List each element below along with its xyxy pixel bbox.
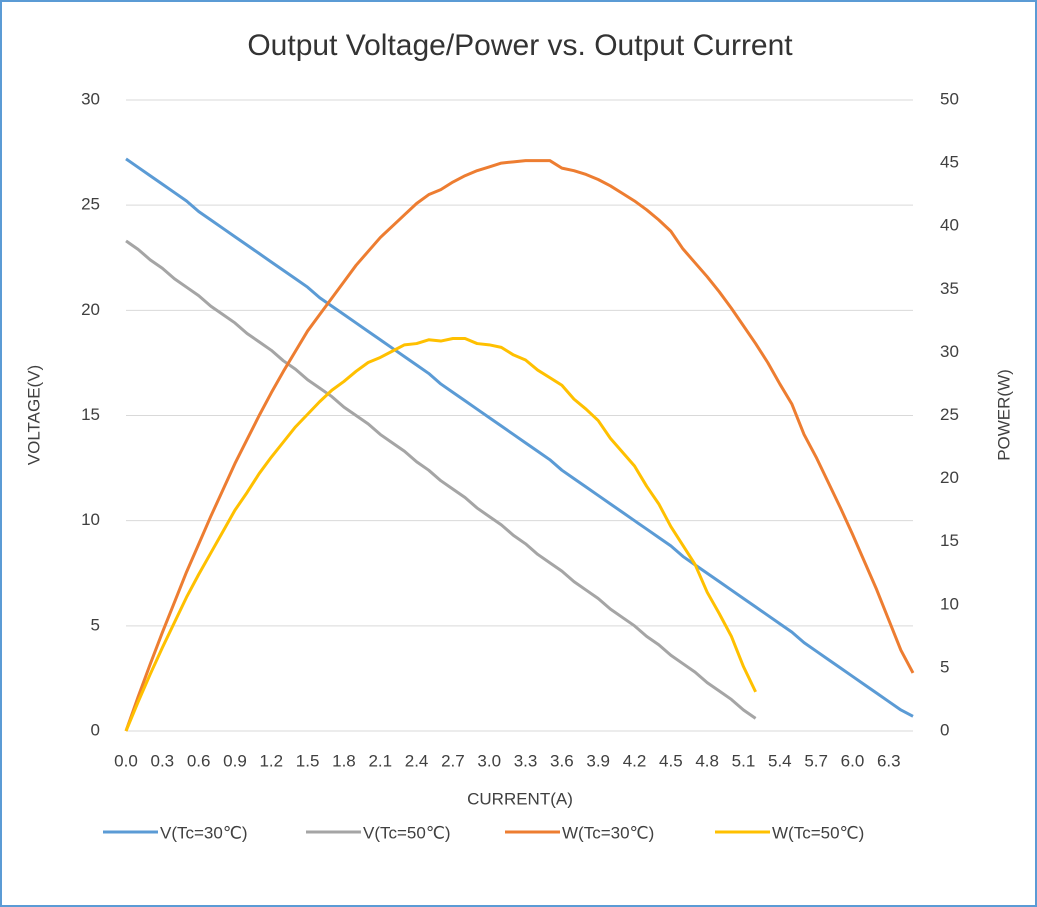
x-axis-title: CURRENT(A): [467, 789, 573, 808]
x-tick-label: 3.3: [514, 751, 538, 770]
x-tick-label: 0.3: [151, 751, 175, 770]
x-tick-label: 2.7: [441, 751, 465, 770]
y-tick-label: 5: [91, 615, 100, 634]
y2-tick-label: 5: [940, 657, 949, 676]
x-tick-label: 3.9: [586, 751, 610, 770]
x-tick-label: 1.2: [259, 751, 283, 770]
x-tick-label: 0.6: [187, 751, 211, 770]
y2-tick-label: 10: [940, 594, 959, 613]
x-tick-label: 4.2: [623, 751, 647, 770]
series-line: [125, 239, 757, 720]
x-tick-label: 6.0: [841, 751, 865, 770]
y2-tick-label: 15: [940, 531, 959, 550]
y-tick-label: 15: [81, 405, 100, 424]
y2-tick-label: 30: [940, 342, 959, 361]
x-tick-label: 2.1: [368, 751, 392, 770]
legend-label: V(Tc=30℃): [160, 823, 248, 842]
y-axis-title: VOLTAGE(V): [24, 365, 43, 465]
legend-label: V(Tc=50℃): [363, 823, 451, 842]
x-tick-label: 4.5: [659, 751, 683, 770]
series-line: [124, 337, 757, 732]
x-tick-label: 3.0: [477, 751, 501, 770]
y-tick-label: 25: [81, 195, 100, 214]
y2-tick-label: 40: [940, 216, 959, 235]
y2-tick-label: 35: [940, 279, 959, 298]
y2-tick-label: 0: [940, 720, 949, 739]
x-tick-label: 5.7: [804, 751, 828, 770]
y-tick-label: 30: [81, 89, 100, 108]
series-line: [125, 157, 914, 718]
y-tick-label: 20: [81, 300, 100, 319]
y2-tick-label: 25: [940, 405, 959, 424]
y2-axis-title: POWER(W): [994, 369, 1013, 461]
x-tick-label: 5.4: [768, 751, 792, 770]
y2-tick-label: 50: [940, 89, 959, 108]
series-line: [124, 159, 915, 732]
y-tick-label: 10: [81, 510, 100, 529]
x-tick-label: 4.8: [695, 751, 719, 770]
x-tick-label: 6.3: [877, 751, 901, 770]
x-tick-label: 5.1: [732, 751, 756, 770]
x-tick-label: 2.4: [405, 751, 429, 770]
legend-label: W(Tc=50℃): [772, 823, 864, 842]
chart-title: Output Voltage/Power vs. Output Current: [247, 29, 793, 62]
legend-label: W(Tc=30℃): [562, 823, 654, 842]
x-tick-label: 1.5: [296, 751, 320, 770]
x-tick-label: 3.6: [550, 751, 574, 770]
x-tick-label: 0.9: [223, 751, 247, 770]
y2-tick-label: 45: [940, 153, 959, 172]
x-tick-label: 0.0: [114, 751, 138, 770]
y2-tick-label: 20: [940, 468, 959, 487]
x-tick-label: 1.8: [332, 751, 356, 770]
y-tick-label: 0: [91, 720, 100, 739]
